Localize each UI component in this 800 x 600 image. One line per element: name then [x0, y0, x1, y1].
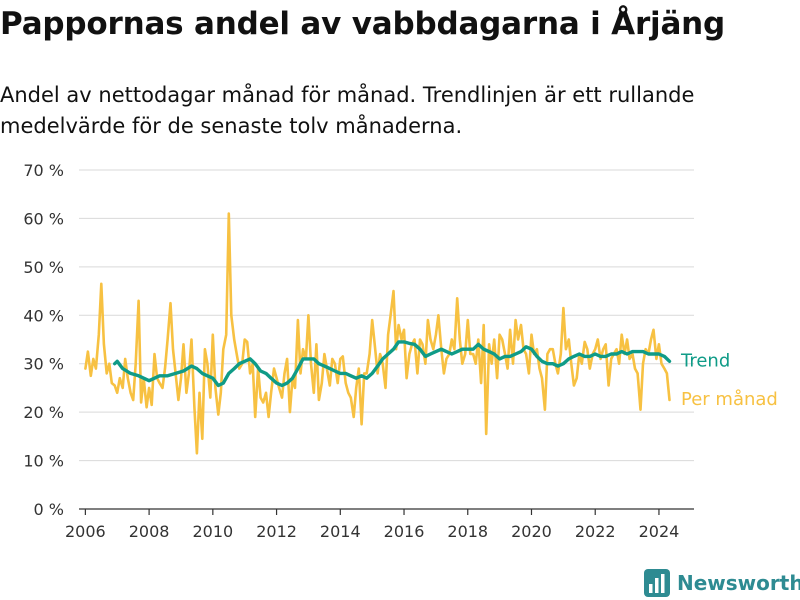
y-tick-label: 40 %	[23, 306, 64, 325]
x-tick-label: 2018	[447, 522, 488, 541]
bar-chart-icon	[644, 569, 670, 597]
chart-subtitle: Andel av nettodagar månad för månad. Tre…	[0, 83, 695, 138]
x-tick-label: 2016	[384, 522, 425, 541]
x-tick-label: 2014	[320, 522, 361, 541]
y-axis-ticks: 0 % 10 % 20 % 30 % 40 % 50 % 60 % 70 %	[23, 161, 64, 519]
series-labels: Trend Per månad	[680, 350, 778, 410]
y-tick-label: 70 %	[23, 161, 64, 180]
brand-name: Newsworthy	[677, 571, 800, 595]
y-tick-label: 0 %	[34, 500, 64, 519]
x-tick-label: 2012	[256, 522, 297, 541]
x-tick-label: 2020	[511, 522, 552, 541]
x-tick-label: 2006	[65, 522, 106, 541]
chart-series	[84, 212, 672, 455]
x-axis: 2006 2008 2010 2012 2014 2016 2018 2020 2022 2024	[65, 508, 694, 541]
y-tick-label: 30 %	[23, 355, 64, 374]
y-tick-label: 10 %	[23, 452, 64, 471]
chart-title: Pappornas andel av vabbdagarna i Årjäng	[0, 6, 726, 42]
y-tick-label: 20 %	[23, 403, 64, 422]
newsworthy-logo: Newsworthy	[644, 569, 800, 597]
series-per-manad-line	[84, 212, 671, 455]
y-tick-label: 50 %	[23, 258, 64, 277]
x-tick-label: 2008	[129, 522, 170, 541]
x-tick-label: 2024	[639, 522, 680, 541]
x-tick-label: 2022	[575, 522, 616, 541]
x-tick-label: 2010	[192, 522, 233, 541]
per-manad-series-label: Per månad	[681, 389, 778, 410]
trend-series-label: Trend	[680, 350, 730, 371]
y-tick-label: 60 %	[23, 209, 64, 228]
series-trend-line	[113, 340, 672, 388]
